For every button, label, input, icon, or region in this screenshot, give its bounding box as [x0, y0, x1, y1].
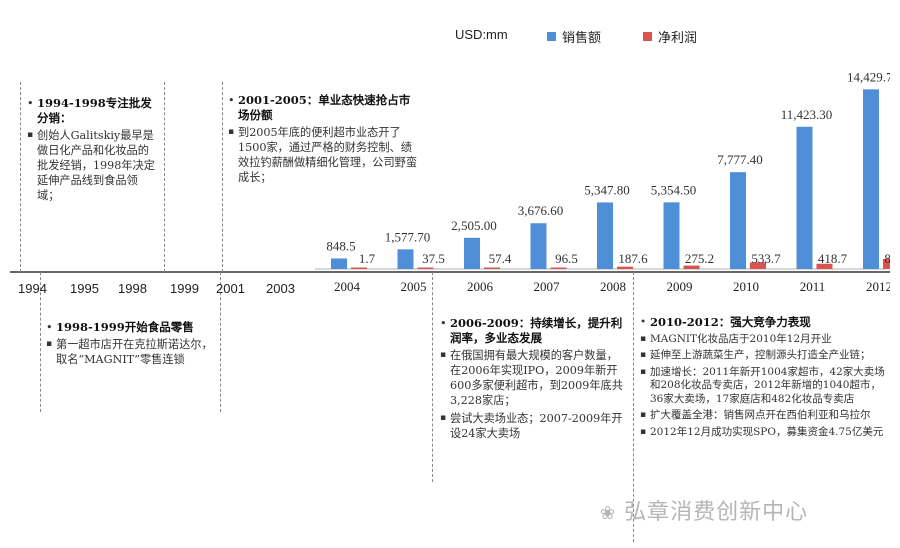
- divider-1999-bottom: [220, 272, 221, 412]
- legend-profit-swatch: [643, 32, 652, 41]
- note-2010-head: 2010-2012：强大竞争力表现: [650, 315, 811, 329]
- note-1994-1998: 1994-1998专注批发分销： 创始人Galitskiy最早是做日化产品和化妆…: [27, 96, 155, 206]
- legend-profit: 净利润: [643, 27, 697, 46]
- note-1994-head: 1994-1998专注批发分销：: [37, 96, 152, 125]
- x-tick-2010: 2010: [733, 279, 759, 294]
- sales-label-2008: 5,347.80: [584, 182, 630, 197]
- divider-2001: [222, 82, 223, 272]
- sales-bar-2012: [863, 89, 879, 269]
- sales-label-2007: 3,676.60: [518, 203, 564, 218]
- legend: USD:mm 销售额 净利润: [455, 26, 715, 46]
- x-tick-2009: 2009: [667, 279, 693, 294]
- note-2010-item-5: 2012年12月成功实现SPO，募集资金4.75亿美元: [640, 426, 890, 440]
- legend-sales-label: 销售额: [562, 31, 602, 46]
- profit-bar-2007: [550, 267, 567, 269]
- timeline-axis: [10, 271, 890, 273]
- year-2003: 2003: [266, 281, 295, 296]
- note-2006-head: 2006-2009：持续增长，提升利润率，多业态发展: [450, 316, 623, 345]
- watermark-text: 弘章消费创新中心: [624, 500, 809, 525]
- x-tick-2004: 2004: [334, 279, 361, 294]
- note-2001-item: 到2005年底的便利超市业态开了1500家，通过严格的财务控制、绩效拉钓薪酬做精…: [228, 125, 418, 185]
- x-tick-2006: 2006: [467, 279, 494, 294]
- x-tick-2012: 2012: [866, 279, 890, 294]
- profit-label-2005: 37.5: [422, 251, 445, 266]
- watermark: ❀ 弘章消费创新中心: [600, 494, 808, 526]
- sales-label-2009: 5,354.50: [651, 182, 697, 197]
- x-tick-2007: 2007: [534, 279, 561, 294]
- watermark-icon: ❀: [600, 503, 617, 524]
- sales-bar-2009: [663, 202, 680, 269]
- sales-bar-2006: [464, 237, 480, 269]
- sales-label-2004: 848.5: [326, 238, 355, 253]
- profit-label-2008: 187.6: [618, 251, 648, 266]
- profit-bar-2012: [883, 258, 890, 269]
- divider-1998-top: [164, 82, 165, 272]
- year-1998: 1998: [118, 281, 147, 296]
- legend-profit-label: 净利润: [658, 31, 698, 46]
- sales-label-2011: 11,423.30: [781, 107, 833, 122]
- legend-sales: 销售额: [547, 27, 601, 46]
- note-2010-item-1: MAGNIT化妆品店于2010年12月开业: [640, 333, 890, 347]
- sales-bar-2011: [796, 126, 813, 270]
- legend-sales-swatch: [547, 32, 556, 41]
- bar-chart: 848.5 1.7 2004 1,577.70 37.5 2005 2,505.00 57.4…: [315, 69, 890, 294]
- year-1999: 1999: [170, 281, 199, 296]
- x-tick-2011: 2011: [800, 279, 826, 294]
- divider-1998-bottom: [40, 272, 41, 412]
- note-1994-item: 创始人Galitskiy最早是做日化产品和化妆品的批发经销，1998年决定延伸产…: [27, 128, 155, 203]
- sales-label-2010: 7,777.40: [717, 152, 763, 167]
- note-2001-2005: 2001-2005：单业态快速抢占市场份额 到2005年底的便利超市业态开了15…: [228, 93, 418, 188]
- divider-1994: [20, 82, 21, 272]
- year-1995: 1995: [70, 281, 99, 296]
- note-2006-2009: 2006-2009：持续增长，提升利润率，多业态发展 在俄国拥有最大规模的客户数…: [440, 316, 626, 444]
- profit-label-2009: 275.2: [685, 251, 714, 266]
- profit-bar-2008: [617, 266, 633, 269]
- profit-label-2010: 533.7: [751, 251, 781, 266]
- year-1994: 1994: [18, 281, 47, 296]
- divider-2009: [633, 272, 634, 542]
- sales-bar-2005: [397, 249, 414, 269]
- legend-unit: USD:mm: [455, 27, 508, 42]
- x-tick-2008: 2008: [600, 279, 626, 294]
- year-2001: 2001: [216, 281, 245, 296]
- profit-bar-2011: [816, 263, 833, 269]
- profit-bar-2010: [750, 262, 766, 269]
- profit-label-2007: 96.5: [555, 251, 578, 266]
- note-2010-item-2: 延伸至上游蔬菜生产，控制源头打造全产业链；: [640, 349, 890, 363]
- profit-bar-2009: [683, 265, 700, 269]
- divider-2006: [432, 272, 433, 482]
- note-2006-item-1: 在俄国拥有最大规模的客户数量，在2006年实现IPO，2009年新开600多家便…: [440, 348, 626, 408]
- note-2010-item-4: 扩大覆盖全港：销售网点开在西伯利亚和乌拉尔: [640, 409, 890, 423]
- profit-label-2011: 418.7: [818, 251, 848, 266]
- note-1998-head: 1998-1999开始食品零售: [56, 320, 194, 334]
- profit-label-2012: 807.8: [884, 251, 890, 266]
- note-2001-head: 2001-2005：单业态快速抢占市场份额: [238, 93, 411, 122]
- note-2010-2012: 2010-2012：强大竞争力表现 MAGNIT化妆品店于2010年12月开业 …: [640, 315, 890, 442]
- note-1998-1999: 1998-1999开始食品零售 第一超市店开在克拉斯诺达尔，取名“MAGNIT”…: [46, 320, 214, 370]
- note-2006-item-2: 尝试大卖场业态；2007-2009年开设24家大卖场: [440, 411, 626, 441]
- sales-bar-2008: [597, 202, 613, 269]
- note-2010-item-3: 加速增长：2011年新开1004家超市，42家大卖场和208化妆品专卖店，201…: [640, 366, 890, 407]
- profit-label-2004: 1.7: [359, 251, 376, 266]
- profit-bar-2004: [351, 267, 367, 269]
- sales-label-2005: 1,577.70: [385, 229, 431, 244]
- sales-bar-2004: [331, 258, 347, 269]
- sales-bar-2007: [530, 223, 547, 269]
- profit-label-2006: 57.4: [489, 251, 512, 266]
- sales-label-2006: 2,505.00: [451, 218, 497, 233]
- sales-bar-2010: [730, 172, 746, 269]
- sales-label-2012: 14,429.70: [847, 69, 890, 84]
- x-tick-2005: 2005: [401, 279, 427, 294]
- profit-bar-2005: [417, 267, 434, 269]
- note-1998-item: 第一超市店开在克拉斯诺达尔，取名“MAGNIT”零售连锁: [46, 337, 214, 367]
- profit-bar-2006: [484, 267, 500, 269]
